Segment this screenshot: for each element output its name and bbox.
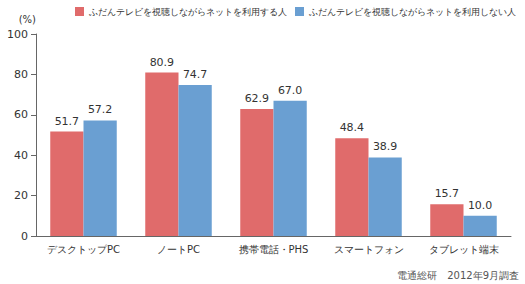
svg-text:100: 100 (7, 28, 28, 41)
svg-text:80.9: 80.9 (150, 56, 175, 69)
svg-text:ふだんテレビを視聴しながらネットを利用しない人: ふだんテレビを視聴しながらネットを利用しない人 (308, 7, 516, 17)
svg-text:62.9: 62.9 (245, 92, 270, 105)
svg-text:ふだんテレビを視聴しながらネットを利用する人: ふだんテレビを視聴しながらネットを利用する人 (88, 7, 287, 17)
svg-text:40: 40 (14, 149, 28, 162)
svg-text:電通総研 2012年9月調査: 電通総研 2012年9月調査 (397, 270, 519, 281)
svg-text:スマートフォン: スマートフォン (334, 244, 404, 255)
svg-text:(%): (%) (19, 14, 36, 25)
svg-text:60: 60 (14, 108, 28, 121)
svg-text:57.2: 57.2 (88, 103, 113, 116)
svg-text:51.7: 51.7 (55, 115, 80, 128)
svg-text:38.9: 38.9 (373, 140, 398, 153)
svg-text:74.7: 74.7 (183, 68, 208, 81)
svg-text:20: 20 (14, 189, 28, 202)
svg-text:ノートPC: ノートPC (157, 244, 200, 255)
svg-text:携帯電話・PHS: 携帯電話・PHS (239, 244, 309, 255)
svg-text:67.0: 67.0 (278, 84, 303, 97)
svg-text:80: 80 (14, 68, 28, 81)
svg-text:10.0: 10.0 (468, 199, 493, 212)
svg-text:15.7: 15.7 (435, 187, 460, 200)
svg-text:0: 0 (21, 230, 28, 243)
svg-text:デスクトップPC: デスクトップPC (47, 244, 120, 255)
svg-text:48.4: 48.4 (340, 121, 365, 134)
svg-text:タブレット端末: タブレット端末 (429, 244, 499, 255)
